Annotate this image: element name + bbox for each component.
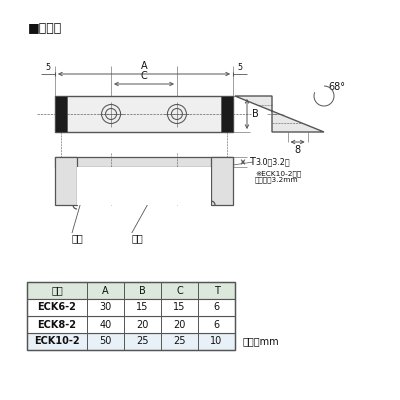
Text: 20: 20 xyxy=(173,320,186,330)
Text: A: A xyxy=(141,61,147,71)
Text: 5: 5 xyxy=(238,63,242,72)
Text: 8: 8 xyxy=(294,145,301,155)
Bar xyxy=(55,157,233,167)
Text: 銃板厚み3.2mm: 銃板厚み3.2mm xyxy=(255,176,299,183)
Text: 50: 50 xyxy=(99,336,112,346)
Bar xyxy=(55,96,67,132)
Text: 68°: 68° xyxy=(328,82,345,92)
Text: 品番: 品番 xyxy=(51,286,63,296)
Bar xyxy=(27,282,235,299)
Bar xyxy=(55,96,233,132)
Text: C: C xyxy=(141,71,147,81)
Text: B: B xyxy=(139,286,146,296)
Text: 銃板: 銃板 xyxy=(72,233,84,243)
Text: 30: 30 xyxy=(99,302,112,312)
Text: 25: 25 xyxy=(173,336,186,346)
Text: T: T xyxy=(214,286,220,296)
Text: 25: 25 xyxy=(136,336,149,346)
Text: ECK8-2: ECK8-2 xyxy=(38,320,76,330)
Bar xyxy=(211,157,233,205)
Text: 銃板: 銃板 xyxy=(132,233,144,243)
Text: 6: 6 xyxy=(214,302,220,312)
Text: ECK6-2: ECK6-2 xyxy=(38,302,76,312)
Text: 3.0（3.2）: 3.0（3.2） xyxy=(255,158,290,166)
Text: 5: 5 xyxy=(46,63,50,72)
Text: ■寸法図: ■寸法図 xyxy=(28,22,62,35)
Bar xyxy=(27,316,235,333)
Text: 40: 40 xyxy=(99,320,112,330)
Bar xyxy=(55,157,77,205)
Text: 20: 20 xyxy=(136,320,149,330)
Text: 15: 15 xyxy=(136,302,149,312)
Text: 単位：mm: 単位：mm xyxy=(243,336,280,346)
Text: ※ECK10-2のみ: ※ECK10-2のみ xyxy=(255,170,301,177)
Text: T: T xyxy=(249,157,255,167)
Text: ECK10-2: ECK10-2 xyxy=(34,336,80,346)
Bar xyxy=(27,282,235,350)
Text: C: C xyxy=(176,286,183,296)
Bar xyxy=(27,299,235,316)
Text: 15: 15 xyxy=(173,302,186,312)
Bar xyxy=(221,96,233,132)
Text: B: B xyxy=(252,109,259,119)
Bar xyxy=(27,333,235,350)
Polygon shape xyxy=(235,96,324,132)
Text: 6: 6 xyxy=(214,320,220,330)
Bar xyxy=(77,167,211,205)
Text: A: A xyxy=(102,286,109,296)
Text: 10: 10 xyxy=(210,336,223,346)
